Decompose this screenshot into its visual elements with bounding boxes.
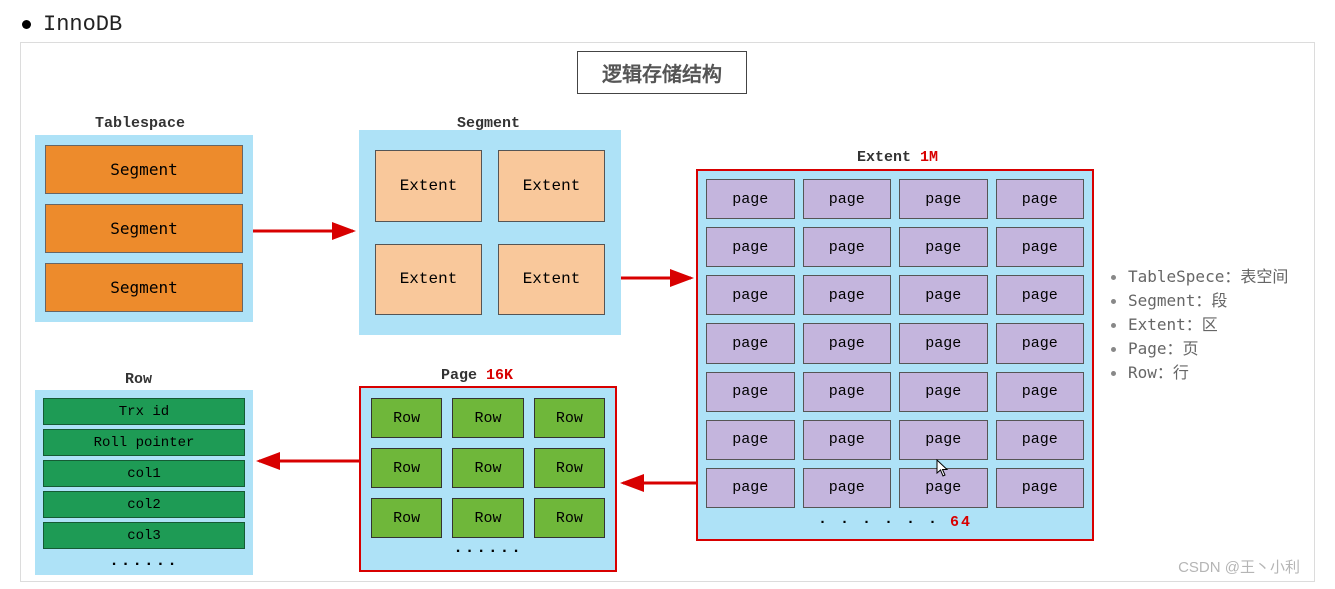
page-item: page bbox=[899, 275, 988, 315]
page-item: page bbox=[899, 372, 988, 412]
page-grid: pagepagepagepagepagepagepagepagepagepage… bbox=[706, 179, 1084, 508]
watermark: CSDN @王丶小利 bbox=[1178, 556, 1300, 577]
extent-size: 1M bbox=[920, 149, 938, 166]
page-item: page bbox=[996, 227, 1085, 267]
extent-item: Extent bbox=[498, 244, 605, 316]
row-dots: ······ bbox=[43, 553, 245, 573]
header-bullet: InnoDB bbox=[22, 12, 122, 37]
row-item: Row bbox=[534, 498, 605, 538]
page-item: page bbox=[996, 179, 1085, 219]
header-title: InnoDB bbox=[43, 12, 122, 37]
extent-item: Extent bbox=[498, 150, 605, 222]
extent-ellipsis: · · · · · · 64 bbox=[706, 508, 1084, 531]
tablespace-label: Tablespace bbox=[95, 115, 185, 132]
page-item: page bbox=[803, 468, 892, 508]
legend-text: Segment：段 bbox=[1128, 289, 1227, 313]
page-item: page bbox=[996, 275, 1085, 315]
page-size: 16K bbox=[486, 367, 513, 384]
legend-text: Extent：区 bbox=[1128, 313, 1218, 337]
extent-item: Extent bbox=[375, 244, 482, 316]
field-item: Roll pointer bbox=[43, 429, 245, 456]
page-item: page bbox=[706, 323, 795, 363]
field-list: Trx id Roll pointer col1 col2 col3 bbox=[43, 398, 245, 549]
field-item: col1 bbox=[43, 460, 245, 487]
row-item: Row bbox=[452, 498, 523, 538]
page-item: page bbox=[899, 179, 988, 219]
segment-item: Segment bbox=[45, 204, 243, 253]
legend-row: Extent：区 bbox=[1111, 313, 1288, 337]
diagram-frame: 逻辑存储结构 Tablespace Segment Extent 1M Page… bbox=[20, 42, 1315, 582]
segment-item: Segment bbox=[45, 145, 243, 194]
extent-label-text: Extent bbox=[857, 149, 911, 166]
field-item: col2 bbox=[43, 491, 245, 518]
page-item: page bbox=[706, 179, 795, 219]
page-root: InnoDB 逻辑存储结构 Tablespace Segment Extent … bbox=[0, 0, 1335, 589]
row-box: Trx id Roll pointer col1 col2 col3 ······ bbox=[35, 390, 253, 575]
row-item: Row bbox=[452, 448, 523, 488]
extent-total: 64 bbox=[950, 514, 972, 531]
page-item: page bbox=[803, 420, 892, 460]
page-item: page bbox=[803, 323, 892, 363]
page-item: page bbox=[996, 468, 1085, 508]
tablespace-box: Segment Segment Segment bbox=[35, 135, 253, 322]
extent-box: pagepagepagepagepagepagepagepagepagepage… bbox=[696, 169, 1094, 541]
page-label: Page 16K bbox=[441, 367, 513, 384]
page-item: page bbox=[803, 227, 892, 267]
page-item: page bbox=[996, 420, 1085, 460]
page-item: page bbox=[899, 227, 988, 267]
row-grid: RowRowRowRowRowRowRowRowRow bbox=[371, 398, 605, 538]
segment-item: Segment bbox=[45, 263, 243, 312]
page-item: page bbox=[706, 372, 795, 412]
legend-row: Page：页 bbox=[1111, 337, 1288, 361]
page-label-text: Page bbox=[441, 367, 477, 384]
row-item: Row bbox=[371, 498, 442, 538]
page-item: page bbox=[803, 372, 892, 412]
row-item: Row bbox=[371, 398, 442, 438]
extent-dots: · · · · · · bbox=[818, 514, 939, 531]
legend-text: TableSpece：表空间 bbox=[1128, 265, 1288, 289]
legend-row: Row：行 bbox=[1111, 361, 1288, 385]
page-item: page bbox=[706, 275, 795, 315]
bullet-icon bbox=[22, 20, 31, 29]
page-dots: ······ bbox=[371, 538, 605, 560]
row-item: Row bbox=[534, 448, 605, 488]
row-item: Row bbox=[371, 448, 442, 488]
page-box: RowRowRowRowRowRowRowRowRow ······ bbox=[359, 386, 617, 572]
field-item: Trx id bbox=[43, 398, 245, 425]
page-item: page bbox=[706, 420, 795, 460]
legend-row: TableSpece：表空间 bbox=[1111, 265, 1288, 289]
legend-row: Segment：段 bbox=[1111, 289, 1288, 313]
legend-text: Row：行 bbox=[1128, 361, 1189, 385]
bullet-icon bbox=[1111, 323, 1116, 328]
page-item: page bbox=[996, 323, 1085, 363]
page-item: page bbox=[803, 179, 892, 219]
page-item: page bbox=[706, 227, 795, 267]
row-item: Row bbox=[452, 398, 523, 438]
page-item: page bbox=[899, 420, 988, 460]
extent-label: Extent 1M bbox=[857, 149, 938, 166]
row-item: Row bbox=[534, 398, 605, 438]
legend: TableSpece：表空间Segment：段Extent：区Page：页Row… bbox=[1111, 265, 1288, 385]
segment-box: ExtentExtentExtentExtent bbox=[359, 130, 621, 335]
page-item: page bbox=[996, 372, 1085, 412]
row-label: Row bbox=[125, 371, 152, 388]
diagram-title: 逻辑存储结构 bbox=[577, 51, 747, 94]
bullet-icon bbox=[1111, 275, 1116, 280]
bullet-icon bbox=[1111, 371, 1116, 376]
bullet-icon bbox=[1111, 299, 1116, 304]
page-item: page bbox=[899, 323, 988, 363]
page-item: page bbox=[899, 468, 988, 508]
extent-item: Extent bbox=[375, 150, 482, 222]
page-item: page bbox=[706, 468, 795, 508]
legend-text: Page：页 bbox=[1128, 337, 1199, 361]
field-item: col3 bbox=[43, 522, 245, 549]
bullet-icon bbox=[1111, 347, 1116, 352]
page-item: page bbox=[803, 275, 892, 315]
